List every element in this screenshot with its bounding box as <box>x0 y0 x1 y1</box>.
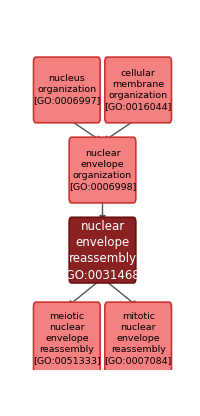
FancyBboxPatch shape <box>105 57 171 123</box>
Text: nuclear
envelope
reassembly
[GO:0031468]: nuclear envelope reassembly [GO:0031468] <box>61 220 144 281</box>
FancyBboxPatch shape <box>69 137 136 203</box>
FancyBboxPatch shape <box>105 302 171 374</box>
Text: meiotic
nuclear
envelope
reassembly
[GO:0051333]: meiotic nuclear envelope reassembly [GO:… <box>33 312 101 365</box>
Text: mitotic
nuclear
envelope
reassembly
[GO:0007084]: mitotic nuclear envelope reassembly [GO:… <box>104 312 172 365</box>
FancyBboxPatch shape <box>34 302 100 374</box>
Text: cellular
membrane
organization
[GO:0016044]: cellular membrane organization [GO:00160… <box>104 69 172 111</box>
Text: nuclear
envelope
organization
[GO:0006998]: nuclear envelope organization [GO:000699… <box>69 149 136 191</box>
FancyBboxPatch shape <box>34 57 100 123</box>
FancyBboxPatch shape <box>69 217 136 283</box>
Text: nucleus
organization
[GO:0006997]: nucleus organization [GO:0006997] <box>33 74 101 106</box>
